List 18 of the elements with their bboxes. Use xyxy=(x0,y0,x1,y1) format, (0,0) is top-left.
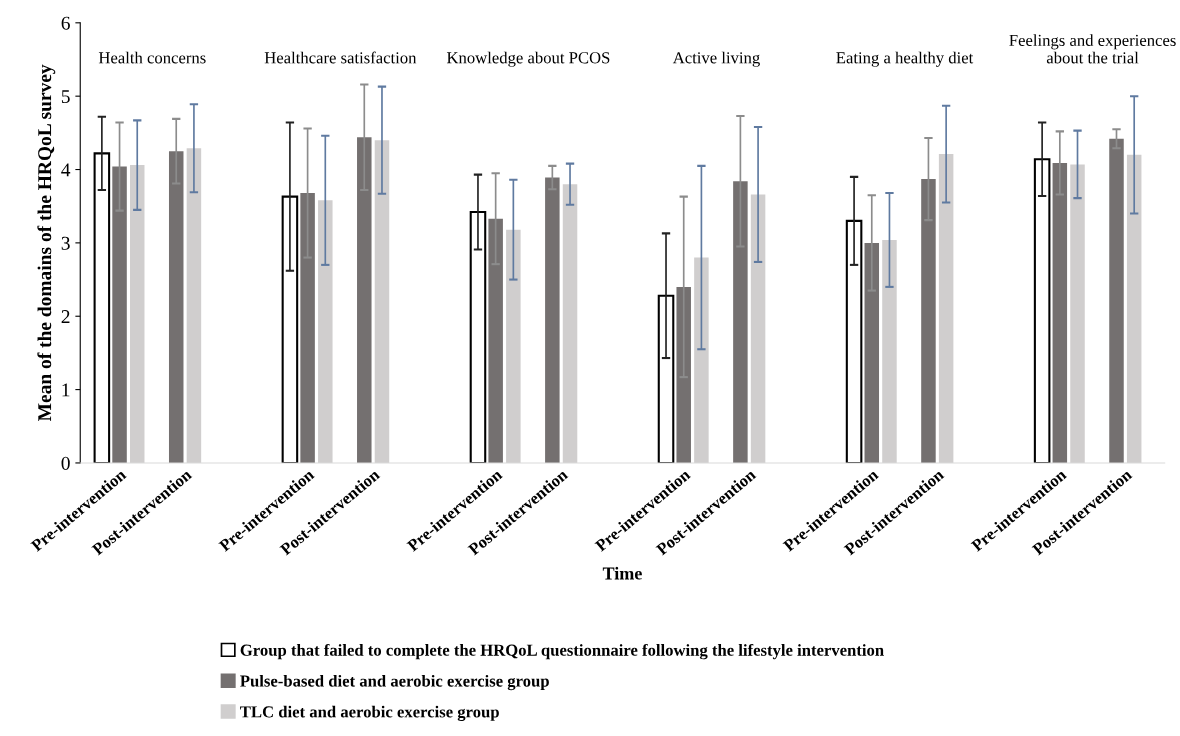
y-tick-label: 6 xyxy=(61,16,70,30)
annotation: Active living xyxy=(672,51,760,67)
y-axis-title: Mean of the domains of the HRQoL survey xyxy=(37,64,56,422)
annotation: Knowledge about PCOS xyxy=(446,51,610,67)
y-tick-label: 5 xyxy=(61,90,70,104)
annotation: Eating a healthy diet xyxy=(836,51,974,67)
y-tick-label: 3 xyxy=(61,236,70,250)
legend-label: TLC diet and aerobic exercise group xyxy=(240,705,499,721)
y-tick-label: 0 xyxy=(61,456,70,470)
legend-label: Group that failed to complete the HRQoL questionnaire following the lifestyle intervention xyxy=(240,643,884,660)
legend-label: Pulse-based diet and aerobic exercise group xyxy=(240,674,549,691)
x-axis-title: Time xyxy=(602,566,642,580)
annotation: Feelings and experiences about the trial xyxy=(1009,34,1176,64)
y-tick-label: 2 xyxy=(61,310,70,323)
y-tick-label: 4 xyxy=(61,163,71,177)
annotation: Health concerns xyxy=(98,51,206,64)
y-tick-label: 1 xyxy=(62,383,70,397)
annotation: Healthcare satisfaction xyxy=(264,51,417,64)
